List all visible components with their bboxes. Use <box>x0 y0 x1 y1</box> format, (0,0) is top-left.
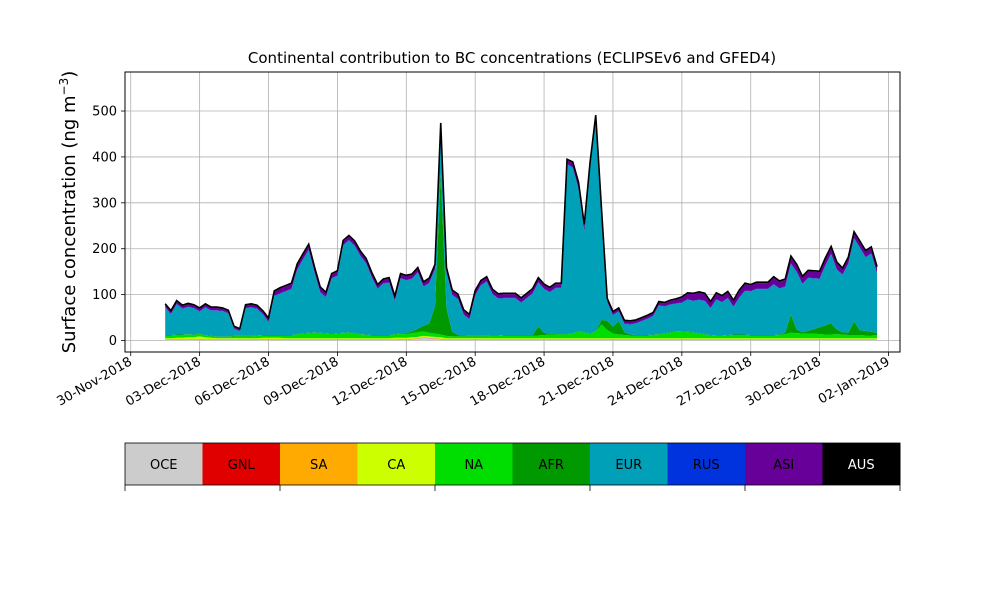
stacked-areas <box>165 115 878 341</box>
legend-item-gnl: GNL <box>202 443 281 485</box>
legend-item-oce: OCE <box>125 443 203 485</box>
legend-swatch <box>125 443 203 485</box>
legend-swatch <box>667 443 746 485</box>
legend-label: CA <box>387 458 405 473</box>
total-line <box>164 115 878 330</box>
y-tick-label: 300 <box>92 196 117 211</box>
area-na <box>165 324 878 339</box>
legend-swatch <box>822 443 901 485</box>
legend-label: SA <box>310 458 327 473</box>
legend-item-asi: ASI <box>745 443 823 485</box>
y-tick-label: 0 <box>109 334 117 349</box>
legend-label: AUS <box>848 458 875 473</box>
legend-swatch <box>280 443 358 485</box>
y-axis: 0 100 200 300 400 500 <box>92 105 125 349</box>
grid <box>125 72 900 352</box>
legend-swatch <box>745 443 823 485</box>
area-gnl <box>165 337 878 340</box>
legend-swatch <box>435 443 513 485</box>
area-ca <box>165 335 878 340</box>
y-axis-label: Surface concentration (ng m−3) <box>57 71 80 354</box>
legend-label: ASI <box>773 458 794 473</box>
y-tick-label: 500 <box>92 105 117 120</box>
legend-label: GNL <box>228 458 256 473</box>
y-tick-label: 400 <box>92 150 117 165</box>
legend-item-rus: RUS <box>667 443 746 485</box>
legend-swatch <box>512 443 591 485</box>
legend-item-ca: CA <box>357 443 436 485</box>
legend-item-aus: AUS <box>822 443 901 485</box>
area-sa <box>165 337 878 340</box>
y-tick-label: 100 <box>92 288 117 303</box>
legend-item-eur: EUR <box>590 443 668 485</box>
legend-swatch <box>357 443 436 485</box>
legend-frame <box>124 442 901 486</box>
legend-swatch <box>202 443 281 485</box>
chart-title: Continental contribution to BC concentra… <box>248 49 776 67</box>
legend-colorbar: OCE GNL SA CA NA AFR EUR RUS ASI AUS <box>124 442 901 491</box>
legend-item-sa: SA <box>280 443 358 485</box>
y-tick-label: 200 <box>92 242 117 257</box>
legend-swatch <box>590 443 668 485</box>
legend-label: AFR <box>539 458 564 473</box>
legend-item-na: NA <box>435 443 513 485</box>
legend-label: RUS <box>693 458 720 473</box>
total-outline <box>164 115 878 330</box>
legend-label: NA <box>464 458 483 473</box>
legend-label: OCE <box>150 458 178 473</box>
plot-frame <box>124 71 901 353</box>
plot-area <box>124 71 901 353</box>
area-eur <box>165 120 878 337</box>
area-oce <box>165 337 878 341</box>
legend-label: EUR <box>615 458 642 473</box>
legend-item-afr: AFR <box>512 443 591 485</box>
